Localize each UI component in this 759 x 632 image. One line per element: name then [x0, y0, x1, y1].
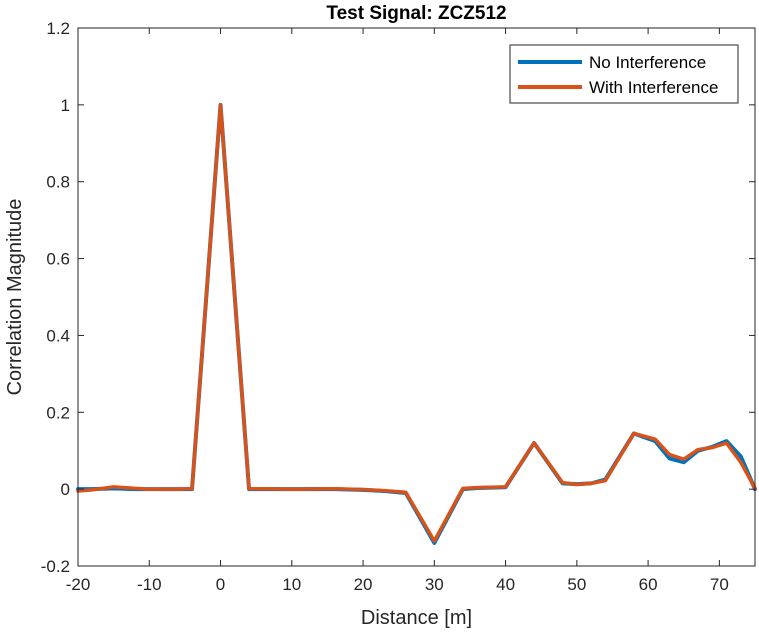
x-tick-label: 10 — [282, 575, 301, 594]
series-line-with-interference — [76, 103, 757, 543]
y-tick-label: 0.8 — [46, 173, 70, 192]
y-tick-label: 1 — [61, 96, 70, 115]
x-tick-label: 50 — [567, 575, 586, 594]
y-tick-label: 1.2 — [46, 19, 70, 38]
legend-label-with-interference: With Interference — [589, 78, 718, 97]
tick-layer: -20 -10 0 10 20 30 40 50 60 70 -0.2 0 0.2 0.4 0.6 0.8 1 1… — [41, 19, 755, 594]
legend-label-no-interference: No Interference — [589, 53, 706, 72]
y-tick-label: 0.6 — [46, 250, 70, 269]
x-tick-label: 60 — [639, 575, 658, 594]
legend-box — [509, 44, 739, 104]
x-tick-label: 0 — [216, 575, 225, 594]
plot-frame — [77, 27, 756, 567]
plot-background — [78, 28, 755, 566]
y-axis-label: Correlation Magnitude — [4, 199, 26, 396]
x-tick-label: -20 — [66, 575, 91, 594]
legend: No Interference With Interference — [509, 44, 739, 104]
y-tick-label: 0.4 — [46, 326, 70, 345]
x-tick-label: -10 — [137, 575, 162, 594]
x-axis-label: Distance [m] — [361, 607, 472, 629]
y-tick-label: 0.2 — [46, 403, 70, 422]
y-tick-label: -0.2 — [41, 557, 70, 576]
chart-title: Test Signal: ZCZ512 — [326, 3, 506, 24]
y-tick-label: 0 — [61, 480, 70, 499]
x-tick-label: 20 — [354, 575, 373, 594]
x-tick-label: 70 — [710, 575, 729, 594]
series-layer — [76, 102, 757, 545]
x-tick-label: 30 — [425, 575, 444, 594]
x-tick-label: 40 — [496, 575, 515, 594]
